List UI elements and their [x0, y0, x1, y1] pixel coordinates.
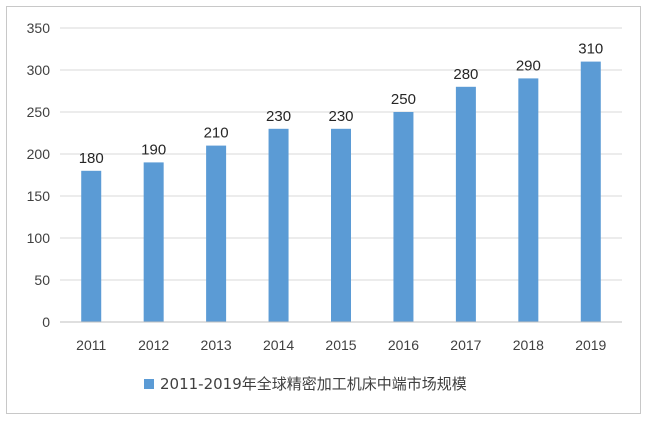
- y-tick-label: 350: [27, 20, 51, 36]
- x-tick-label-2019: 2019: [575, 337, 606, 353]
- legend: 2011-2019年全球精密加工机床中端市场规模: [144, 375, 467, 393]
- bar-2018: [518, 78, 539, 323]
- y-axis-ticks: 0 50 100 150 200 250 300 350: [27, 20, 51, 330]
- x-tick-label-2016: 2016: [388, 337, 419, 353]
- x-tick-label-2012: 2012: [138, 337, 169, 353]
- x-tick-label-2015: 2015: [325, 337, 356, 353]
- x-axis-ticks: 2011 2012 2013 2014 2015 2016 2017 2018 2019: [76, 337, 606, 353]
- data-label-2012: 190: [141, 141, 166, 158]
- bar-2017: [455, 86, 476, 322]
- x-tick-label-2011: 2011: [76, 337, 106, 353]
- bars: [81, 61, 601, 323]
- data-label-2014: 230: [266, 108, 291, 125]
- y-tick-label: 200: [27, 146, 51, 162]
- bar-2011: [81, 170, 102, 322]
- data-label-2013: 210: [204, 125, 229, 142]
- data-labels: 180 190 210 230 230 250 280 290 310: [79, 41, 604, 167]
- data-label-2015: 230: [328, 108, 353, 125]
- x-tick-label-2018: 2018: [513, 337, 544, 353]
- data-label-2019: 310: [578, 41, 603, 58]
- y-tick-label: 0: [42, 314, 50, 330]
- y-tick-label: 50: [34, 272, 50, 288]
- data-label-2017: 280: [453, 66, 478, 83]
- data-label-2016: 250: [391, 91, 416, 108]
- y-tick-label: 100: [27, 230, 51, 246]
- y-tick-label: 150: [27, 188, 51, 204]
- x-tick-label-2017: 2017: [450, 337, 481, 353]
- data-label-2018: 290: [516, 57, 541, 74]
- y-tick-label: 300: [27, 62, 51, 78]
- x-tick-label-2014: 2014: [263, 337, 294, 353]
- x-tick-label-2013: 2013: [201, 337, 232, 353]
- data-label-2011: 180: [79, 150, 104, 167]
- bar-2019: [580, 61, 601, 322]
- bar-2013: [206, 145, 227, 322]
- y-tick-label: 250: [27, 104, 51, 120]
- bar-2012: [143, 162, 164, 322]
- legend-swatch: [144, 379, 154, 389]
- bar-2014: [268, 128, 289, 322]
- legend-label: 2011-2019年全球精密加工机床中端市场规模: [160, 375, 467, 393]
- bar-2016: [393, 112, 414, 322]
- bar-2015: [331, 128, 351, 322]
